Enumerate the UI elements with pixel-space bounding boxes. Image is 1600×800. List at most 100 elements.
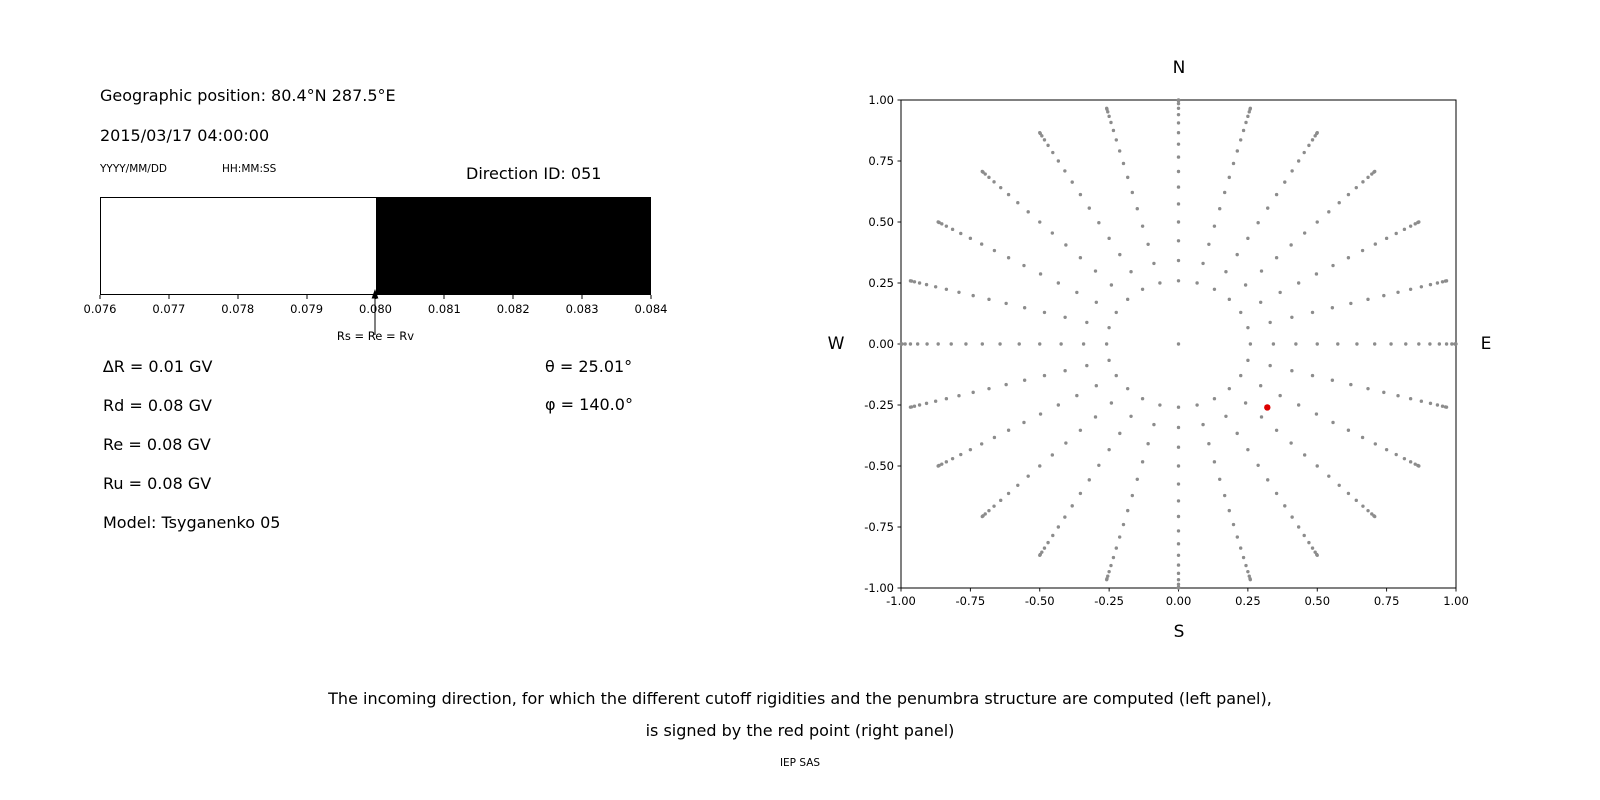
direction-dot (1094, 300, 1099, 304)
direction-dot (1382, 390, 1386, 395)
direction-dot (1006, 491, 1011, 496)
direction-dot (987, 508, 991, 513)
direction-dot (1078, 428, 1083, 432)
direction-dot (979, 442, 984, 446)
direction-dot (912, 404, 917, 408)
direction-dot (1310, 546, 1315, 550)
direction-dot (980, 169, 984, 174)
rs-arrow-icon (371, 289, 379, 335)
direction-dot (1296, 159, 1301, 163)
direction-dot (1109, 563, 1113, 568)
direction-dot (1114, 373, 1118, 378)
direction-dot (1244, 563, 1248, 568)
direction-dot (1402, 227, 1407, 232)
direction-dot (1296, 403, 1301, 407)
direction-dot (1327, 210, 1331, 214)
direction-dot (1087, 478, 1091, 482)
direction-dot (1195, 281, 1199, 285)
direction-dot (1158, 403, 1162, 407)
direction-dot (949, 342, 953, 346)
direction-dot (1038, 412, 1043, 416)
direction-dot (1078, 192, 1083, 197)
direction-dot (1417, 342, 1421, 346)
direction-dot (924, 282, 929, 287)
direction-dot (1346, 192, 1351, 197)
direction-dot (1246, 569, 1250, 574)
direction-dot (1268, 363, 1272, 368)
direction-dot (1373, 442, 1378, 446)
direction-dot (1114, 546, 1119, 550)
direction-dot (1097, 221, 1101, 225)
direction-dot (950, 227, 955, 232)
direction-dot (1107, 358, 1111, 363)
selected-direction-point (1264, 404, 1271, 411)
axis-tick-label: 0.084 (634, 302, 668, 316)
param-delta-r: ∆R = 0.01 GV (103, 357, 213, 376)
axis-tick-mark (443, 295, 445, 299)
direction-dot (1107, 114, 1111, 119)
direction-dot (1366, 508, 1370, 513)
direction-dot (1243, 401, 1248, 405)
axis-tick-label: 0.25 (868, 276, 894, 290)
direction-dot (1104, 342, 1109, 346)
compass-label-s: S (1173, 622, 1185, 642)
direction-dot (1259, 269, 1264, 273)
param-model: Model: Tsyganenko 05 (103, 513, 281, 532)
direction-dot (1235, 431, 1239, 436)
direction-dot (1117, 149, 1122, 153)
direction-dot (999, 498, 1003, 503)
direction-dot (1290, 169, 1294, 173)
direction-dot (1366, 386, 1370, 391)
direction-dot (1176, 482, 1181, 486)
direction-dot (1413, 222, 1417, 226)
axis-tick-label: -0.50 (864, 459, 894, 473)
direction-dot (1408, 396, 1413, 401)
direction-dot (1227, 386, 1232, 391)
direction-dot (971, 293, 975, 298)
direction-dot (1354, 185, 1358, 190)
direction-dot (908, 279, 913, 283)
direction-dot (1107, 236, 1111, 241)
direction-dot (1176, 112, 1181, 117)
direction-dot (1176, 202, 1181, 206)
direction-dot (1389, 342, 1393, 346)
direction-dot (1176, 169, 1181, 174)
direction-dot (1135, 207, 1139, 211)
direction-dot (1419, 399, 1424, 403)
date-format-label: YYYY/MM/DD (100, 163, 168, 175)
direction-dot (899, 342, 903, 346)
direction-dot (959, 452, 963, 457)
axis-tick-mark (99, 295, 101, 299)
axis-tick-label: 0.75 (868, 154, 894, 168)
axis-tick-label: 0.078 (221, 302, 255, 316)
param-theta: θ = 25.01° (545, 357, 633, 376)
direction-dot (1063, 515, 1067, 519)
direction-dot (933, 399, 938, 403)
direction-dot (1246, 114, 1250, 119)
caption-line-1: The incoming direction, for which the di… (328, 689, 1272, 708)
direction-dot (1176, 142, 1181, 146)
axis-tick-label: 0.081 (427, 302, 461, 316)
direction-dot (903, 342, 907, 346)
direction-dot (1444, 405, 1449, 409)
direction-dot (1259, 415, 1264, 419)
direction-dot (1146, 441, 1150, 446)
direction-dot (1176, 155, 1181, 159)
direction-dot (1201, 422, 1205, 427)
direction-dot (1360, 248, 1365, 253)
direction-dot (957, 394, 961, 398)
direction-dot (1227, 508, 1231, 513)
direction-dot (1310, 310, 1315, 315)
direction-dot (933, 285, 938, 289)
direction-dot (1290, 315, 1294, 319)
direction-dot (1176, 185, 1181, 189)
direction-dot (1176, 586, 1181, 590)
direction-dot (1176, 98, 1181, 102)
direction-dot (917, 403, 922, 407)
direction-dot (1176, 578, 1181, 582)
direction-dot (1016, 483, 1020, 488)
direction-dot (1051, 150, 1055, 155)
direction-dot (1360, 435, 1365, 440)
direction-dot (1315, 553, 1319, 558)
